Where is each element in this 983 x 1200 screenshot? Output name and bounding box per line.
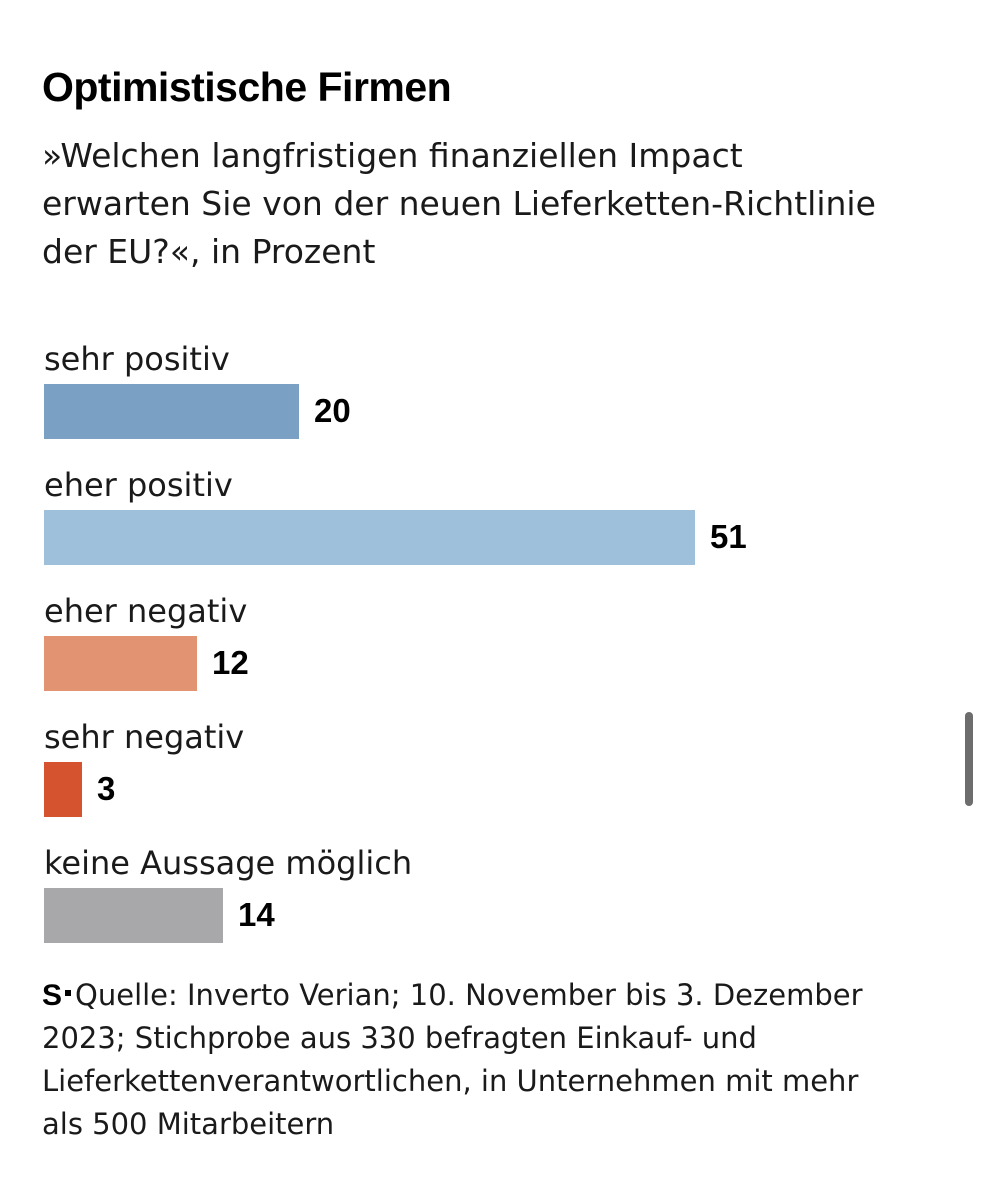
source-line: Quelle: Inverto Verian; 10. November bis…: [75, 978, 863, 1012]
value-label: 20: [314, 392, 351, 429]
bar: [44, 510, 695, 565]
category-label: eher positiv: [44, 466, 233, 504]
spiegel-logo-icon: S: [42, 979, 63, 1012]
value-label: 14: [238, 896, 275, 933]
subtitle-line: »Welchen langfristigen finanziellen Impa…: [42, 136, 743, 175]
bar: [44, 762, 82, 817]
source-line: Lieferkettenverantwortlichen, in Unterne…: [42, 1064, 859, 1098]
subtitle-line: erwarten Sie von der neuen Lieferketten-…: [42, 184, 876, 223]
category-label: eher negativ: [44, 592, 248, 630]
bar: [44, 888, 223, 943]
bar: [44, 636, 197, 691]
bullet-icon: [65, 990, 72, 996]
value-label: 12: [212, 644, 249, 681]
category-label: sehr positiv: [44, 340, 230, 378]
chart-title: Optimistische Firmen: [42, 64, 452, 110]
source-line: 2023; Stichprobe aus 330 befragten Einka…: [42, 1021, 757, 1055]
scrollbar[interactable]: [965, 712, 973, 806]
source-note: S Quelle: Inverto Verian; 10. November bi…: [42, 974, 942, 1146]
chart-subtitle: »Welchen langfristigen finanziellen Impa…: [42, 132, 942, 276]
bar: [44, 384, 299, 439]
subtitle-line: der EU?«, in Prozent: [42, 232, 376, 271]
value-label: 3: [97, 770, 116, 807]
category-label: sehr negativ: [44, 718, 245, 756]
category-label: keine Aussage möglich: [44, 844, 413, 882]
value-label: 51: [710, 518, 747, 555]
source-line: als 500 Mitarbeitern: [42, 1107, 335, 1141]
